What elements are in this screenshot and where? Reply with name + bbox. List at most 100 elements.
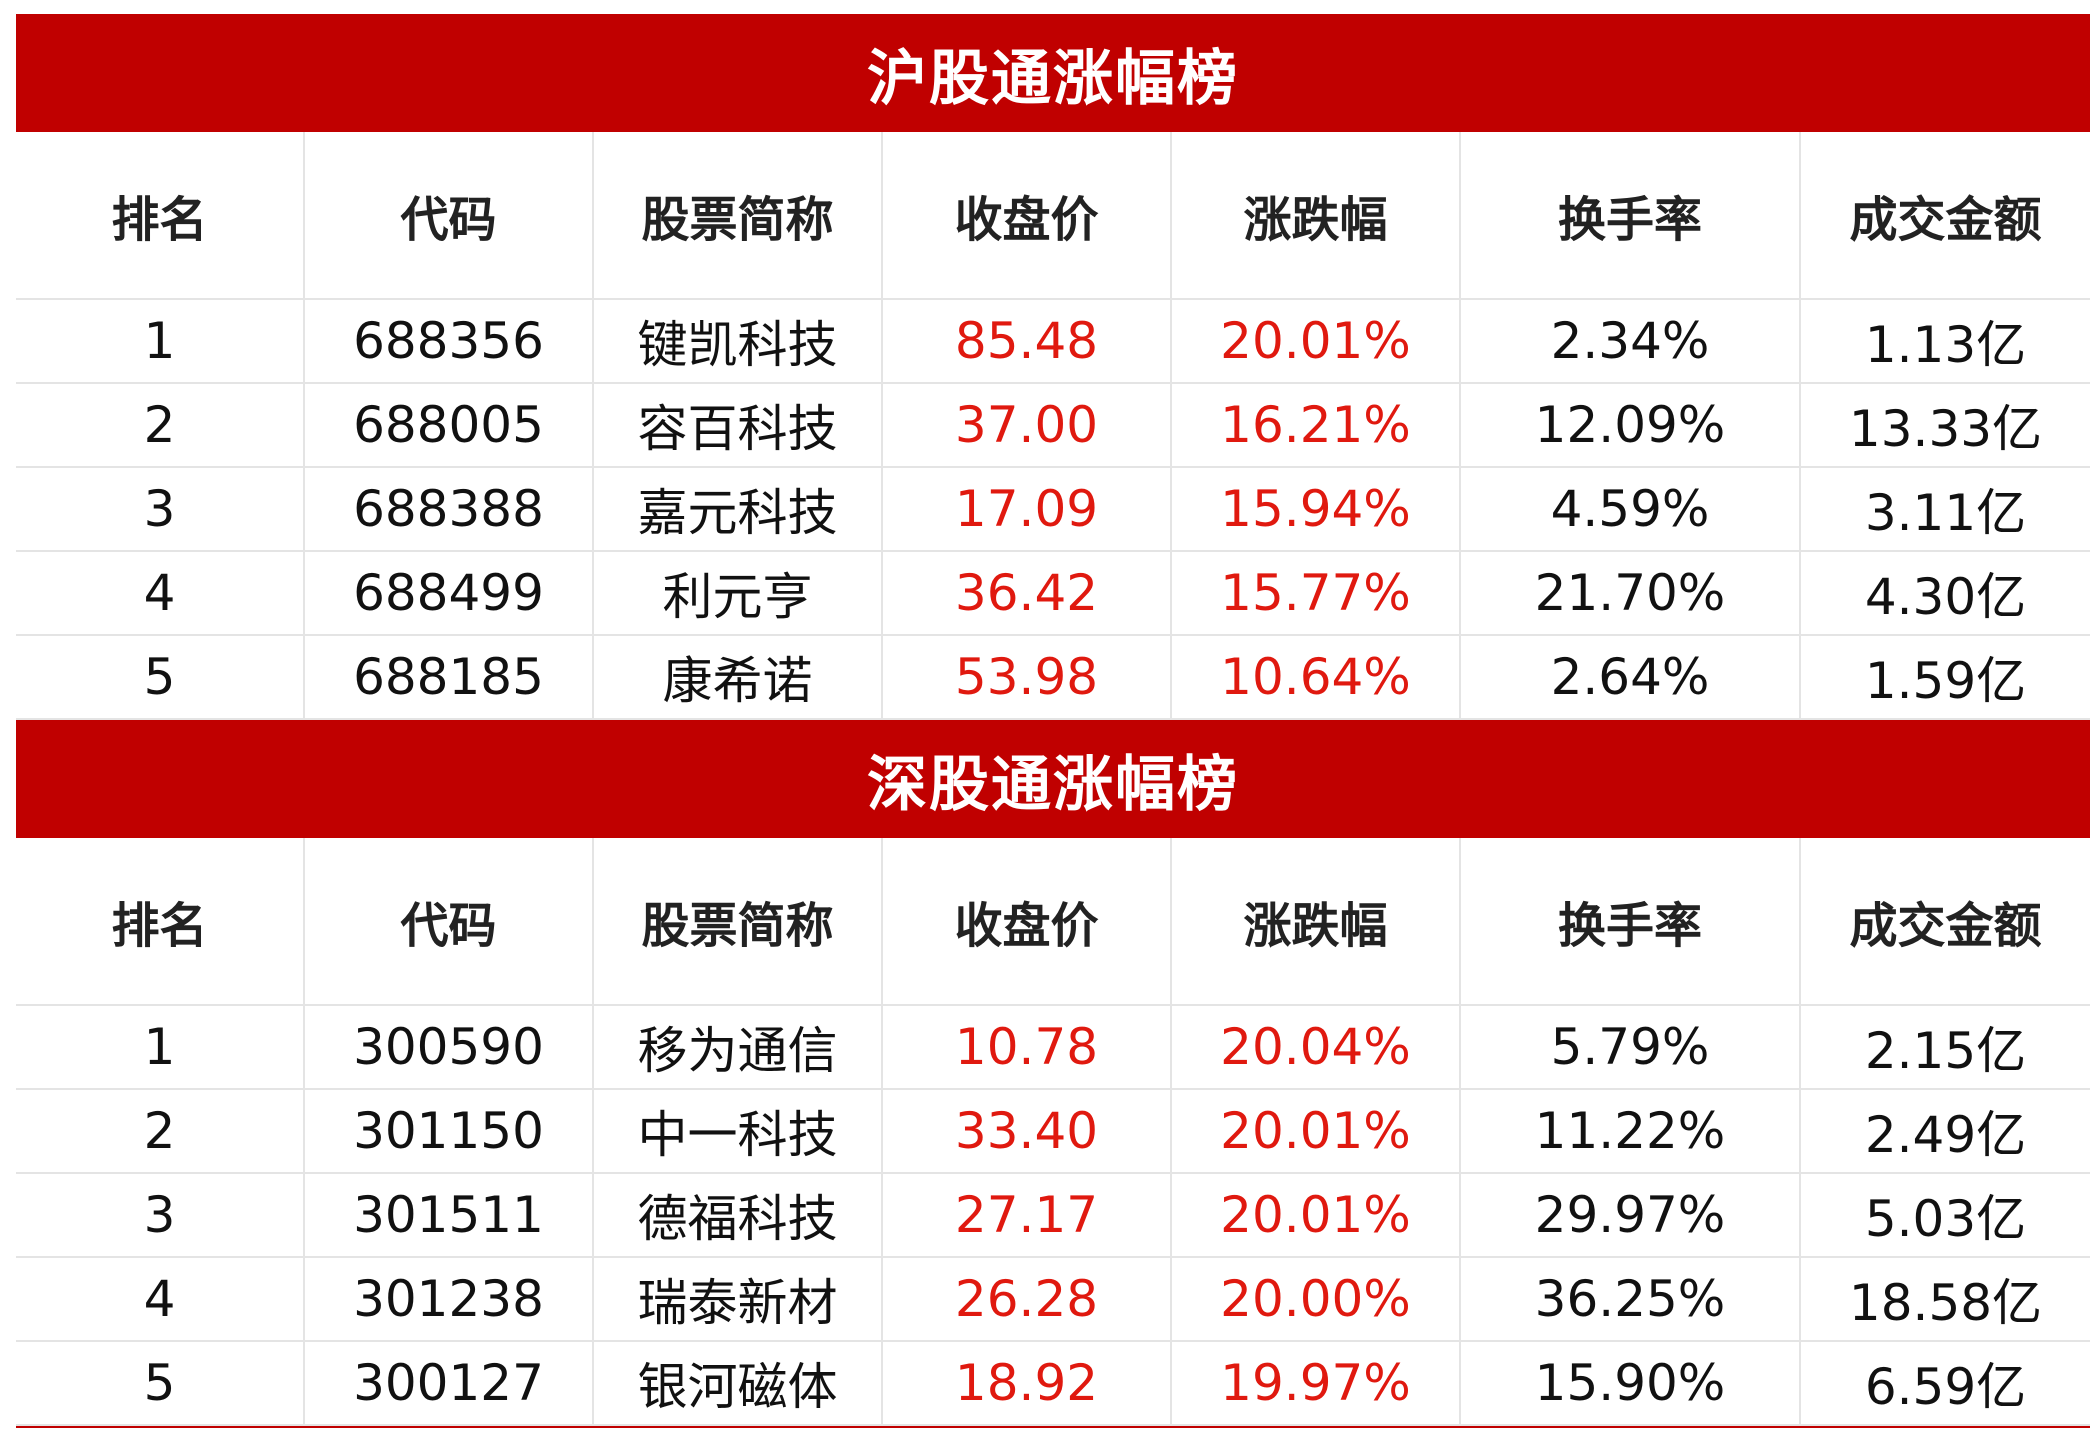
amount-cell: 3.11亿: [1800, 467, 2090, 552]
change-cell: 10.64%: [1171, 635, 1461, 720]
rank-cell: 3: [16, 1173, 305, 1258]
table-sh: 排名 代码 股票简称 收盘价 涨跌幅 换手率 成交金额 1 688356 键凯科…: [16, 132, 2090, 720]
name-cell: 银河磁体: [593, 1341, 883, 1426]
header-rank: 排名: [16, 838, 305, 1006]
amount-cell: 1.13亿: [1800, 299, 2090, 384]
table-sz: 排名 代码 股票简称 收盘价 涨跌幅 换手率 成交金额 1 300590 移为通…: [16, 838, 2090, 1426]
rank-cell: 2: [16, 383, 305, 468]
table-row: 3 688388 嘉元科技 17.09 15.94% 4.59% 3.11亿: [16, 467, 2090, 552]
close-cell: 10.78: [882, 1005, 1172, 1090]
close-cell: 17.09: [882, 467, 1172, 552]
name-cell: 嘉元科技: [593, 467, 883, 552]
rank-cell: 4: [16, 1257, 305, 1342]
name-cell: 德福科技: [593, 1173, 883, 1258]
header-row: 排名 代码 股票简称 收盘价 涨跌幅 换手率 成交金额: [16, 838, 2090, 1006]
code-cell: 301511: [304, 1173, 594, 1258]
change-cell: 16.21%: [1171, 383, 1461, 468]
change-cell: 20.01%: [1171, 1173, 1461, 1258]
rank-cell: 4: [16, 551, 305, 636]
turnover-cell: 21.70%: [1460, 551, 1801, 636]
name-cell: 移为通信: [593, 1005, 883, 1090]
table-row: 1 300590 移为通信 10.78 20.04% 5.79% 2.15亿: [16, 1005, 2090, 1090]
name-cell: 容百科技: [593, 383, 883, 468]
change-cell: 19.97%: [1171, 1341, 1461, 1426]
turnover-cell: 4.59%: [1460, 467, 1801, 552]
table-row: 4 688499 利元亨 36.42 15.77% 21.70% 4.30亿: [16, 551, 2090, 636]
amount-cell: 1.59亿: [1800, 635, 2090, 720]
table-row: 2 688005 容百科技 37.00 16.21% 12.09% 13.33亿: [16, 383, 2090, 468]
turnover-cell: 29.97%: [1460, 1173, 1801, 1258]
close-cell: 53.98: [882, 635, 1172, 720]
turnover-cell: 11.22%: [1460, 1089, 1801, 1174]
turnover-cell: 15.90%: [1460, 1341, 1801, 1426]
close-cell: 33.40: [882, 1089, 1172, 1174]
change-cell: 15.77%: [1171, 551, 1461, 636]
header-close: 收盘价: [882, 132, 1172, 300]
turnover-cell: 2.64%: [1460, 635, 1801, 720]
code-cell: 300590: [304, 1005, 594, 1090]
code-cell: 688356: [304, 299, 594, 384]
change-cell: 20.04%: [1171, 1005, 1461, 1090]
name-cell: 中一科技: [593, 1089, 883, 1174]
rank-cell: 1: [16, 299, 305, 384]
header-code: 代码: [304, 838, 594, 1006]
rank-cell: 5: [16, 635, 305, 720]
name-cell: 利元亨: [593, 551, 883, 636]
turnover-cell: 12.09%: [1460, 383, 1801, 468]
table-row: 5 300127 银河磁体 18.92 19.97% 15.90% 6.59亿: [16, 1341, 2090, 1426]
name-cell: 瑞泰新材: [593, 1257, 883, 1342]
section-title-sz: 深股通涨幅榜: [16, 720, 2090, 838]
header-name: 股票简称: [593, 132, 883, 300]
header-amount: 成交金额: [1800, 132, 2090, 300]
code-cell: 688499: [304, 551, 594, 636]
header-rank: 排名: [16, 132, 305, 300]
code-cell: 300127: [304, 1341, 594, 1426]
table-row: 3 301511 德福科技 27.17 20.01% 29.97% 5.03亿: [16, 1173, 2090, 1258]
code-cell: 301150: [304, 1089, 594, 1174]
amount-cell: 13.33亿: [1800, 383, 2090, 468]
turnover-cell: 5.79%: [1460, 1005, 1801, 1090]
header-code: 代码: [304, 132, 594, 300]
change-cell: 20.00%: [1171, 1257, 1461, 1342]
name-cell: 康希诺: [593, 635, 883, 720]
close-cell: 37.00: [882, 383, 1172, 468]
section-title-sh: 沪股通涨幅榜: [16, 14, 2090, 132]
change-cell: 20.01%: [1171, 1089, 1461, 1174]
header-change: 涨跌幅: [1171, 132, 1461, 300]
turnover-cell: 36.25%: [1460, 1257, 1801, 1342]
amount-cell: 6.59亿: [1800, 1341, 2090, 1426]
rank-cell: 1: [16, 1005, 305, 1090]
amount-cell: 2.15亿: [1800, 1005, 2090, 1090]
turnover-cell: 2.34%: [1460, 299, 1801, 384]
code-cell: 688005: [304, 383, 594, 468]
code-cell: 688388: [304, 467, 594, 552]
amount-cell: 4.30亿: [1800, 551, 2090, 636]
header-name: 股票简称: [593, 838, 883, 1006]
code-cell: 688185: [304, 635, 594, 720]
close-cell: 85.48: [882, 299, 1172, 384]
header-change: 涨跌幅: [1171, 838, 1461, 1006]
ranking-tables: 沪股通涨幅榜 排名 代码 股票简称 收盘价 涨跌幅 换手率 成交金额 1 688…: [16, 14, 2090, 1428]
change-cell: 20.01%: [1171, 299, 1461, 384]
header-turnover: 换手率: [1460, 132, 1801, 300]
table-row: 4 301238 瑞泰新材 26.28 20.00% 36.25% 18.58亿: [16, 1257, 2090, 1342]
bottom-divider: [16, 1426, 2090, 1428]
table-row: 2 301150 中一科技 33.40 20.01% 11.22% 2.49亿: [16, 1089, 2090, 1174]
header-amount: 成交金额: [1800, 838, 2090, 1006]
code-cell: 301238: [304, 1257, 594, 1342]
header-turnover: 换手率: [1460, 838, 1801, 1006]
rank-cell: 2: [16, 1089, 305, 1174]
close-cell: 36.42: [882, 551, 1172, 636]
close-cell: 27.17: [882, 1173, 1172, 1258]
amount-cell: 2.49亿: [1800, 1089, 2090, 1174]
header-row: 排名 代码 股票简称 收盘价 涨跌幅 换手率 成交金额: [16, 132, 2090, 300]
change-cell: 15.94%: [1171, 467, 1461, 552]
table-row: 1 688356 键凯科技 85.48 20.01% 2.34% 1.13亿: [16, 299, 2090, 384]
name-cell: 键凯科技: [593, 299, 883, 384]
close-cell: 26.28: [882, 1257, 1172, 1342]
close-cell: 18.92: [882, 1341, 1172, 1426]
amount-cell: 18.58亿: [1800, 1257, 2090, 1342]
rank-cell: 5: [16, 1341, 305, 1426]
rank-cell: 3: [16, 467, 305, 552]
table-row: 5 688185 康希诺 53.98 10.64% 2.64% 1.59亿: [16, 635, 2090, 720]
